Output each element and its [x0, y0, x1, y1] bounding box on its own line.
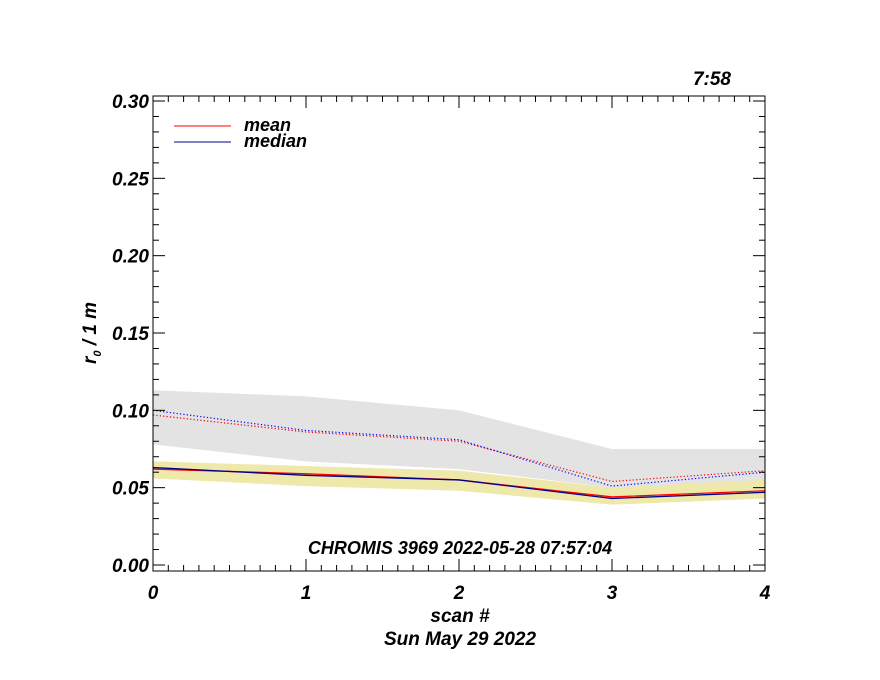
y-tick-label: 0.10 — [112, 401, 149, 422]
y-axis-label: r0 / 1 m — [80, 302, 104, 364]
bands-layer — [153, 390, 765, 505]
x-tick-label: 2 — [453, 583, 465, 604]
date-label: Sun May 29 2022 — [384, 629, 537, 650]
legend-label-median: median — [244, 131, 307, 151]
y-tick-label: 0.20 — [112, 247, 149, 268]
series-line-median — [152, 466, 766, 500]
y-tick-label: 0.05 — [112, 479, 149, 500]
y-tick-label: 0.15 — [112, 324, 149, 345]
axis-ticks — [152, 96, 766, 571]
x-tick-label: 1 — [301, 583, 312, 604]
x-axis-label: scan # — [430, 606, 490, 627]
gray-band — [153, 390, 765, 488]
series-line-mean-dotted — [152, 414, 766, 483]
y-axis-label-sub: 0 — [92, 350, 104, 357]
axis-tick-labels: 0 1 2 3 4 0.00 0.05 0.10 0.15 0.20 0.25 0.30 — [112, 92, 771, 604]
x-tick-label: 3 — [607, 583, 618, 604]
legend: mean median — [174, 115, 307, 151]
series-layer — [152, 409, 766, 500]
y-tick-label: 0.30 — [112, 92, 149, 113]
chart-annotation: CHROMIS 3969 2022-05-28 07:57:04 — [308, 538, 612, 558]
y-axis-label-main: r — [80, 355, 101, 364]
y-axis-label-rest: / 1 m — [80, 302, 101, 351]
corner-time: 7:58 — [693, 69, 731, 90]
legend-label-mean: mean — [244, 115, 291, 135]
y-tick-label: 0.25 — [112, 169, 149, 190]
yellow-band — [153, 461, 765, 505]
x-tick-label: 0 — [148, 583, 159, 604]
x-tick-label: 4 — [759, 583, 771, 604]
y-tick-label: 0.00 — [112, 556, 149, 577]
series-line-median-dotted — [152, 409, 766, 487]
